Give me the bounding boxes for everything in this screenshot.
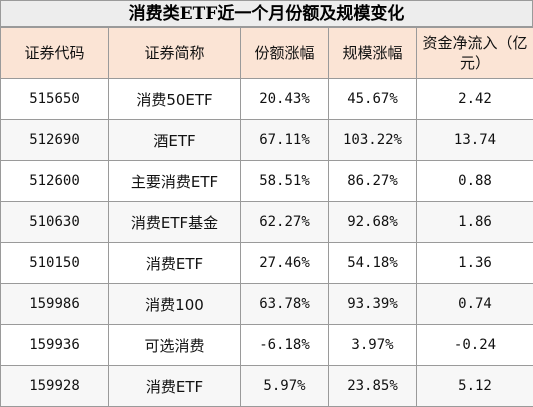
header-share-change: 份额涨幅 bbox=[241, 28, 329, 79]
cell-name: 可选消费 bbox=[109, 325, 241, 366]
cell-code: 510630 bbox=[1, 202, 109, 243]
cell-share-change: 67.11% bbox=[241, 120, 329, 161]
cell-scale-change: 23.85% bbox=[329, 366, 417, 407]
cell-net-inflow: 13.74 bbox=[417, 120, 533, 161]
cell-name: 酒ETF bbox=[109, 120, 241, 161]
cell-net-inflow: 2.42 bbox=[417, 79, 533, 120]
cell-share-change: 58.51% bbox=[241, 161, 329, 202]
cell-net-inflow: 0.74 bbox=[417, 284, 533, 325]
cell-name: 消费50ETF bbox=[109, 79, 241, 120]
cell-code: 510150 bbox=[1, 243, 109, 284]
cell-net-inflow: 1.86 bbox=[417, 202, 533, 243]
cell-share-change: 5.97% bbox=[241, 366, 329, 407]
header-net-inflow: 资金净流入（亿元） bbox=[417, 28, 533, 79]
cell-net-inflow: 1.36 bbox=[417, 243, 533, 284]
cell-scale-change: 92.68% bbox=[329, 202, 417, 243]
cell-code: 512600 bbox=[1, 161, 109, 202]
header-row: 证券代码 证券简称 份额涨幅 规模涨幅 资金净流入（亿元） bbox=[1, 28, 533, 79]
cell-net-inflow: 5.12 bbox=[417, 366, 533, 407]
cell-code: 512690 bbox=[1, 120, 109, 161]
cell-share-change: 62.27% bbox=[241, 202, 329, 243]
cell-share-change: 20.43% bbox=[241, 79, 329, 120]
cell-name: 主要消费ETF bbox=[109, 161, 241, 202]
cell-name: 消费ETF基金 bbox=[109, 202, 241, 243]
cell-scale-change: 86.27% bbox=[329, 161, 417, 202]
header-name: 证券简称 bbox=[109, 28, 241, 79]
header-scale-change: 规模涨幅 bbox=[329, 28, 417, 79]
cell-scale-change: 93.39% bbox=[329, 284, 417, 325]
table-title: 消费类ETF近一个月份额及规模变化 bbox=[0, 0, 533, 27]
cell-code: 159986 bbox=[1, 284, 109, 325]
cell-name: 消费100 bbox=[109, 284, 241, 325]
cell-net-inflow: -0.24 bbox=[417, 325, 533, 366]
cell-name: 消费ETF bbox=[109, 366, 241, 407]
cell-share-change: 27.46% bbox=[241, 243, 329, 284]
cell-share-change: -6.18% bbox=[241, 325, 329, 366]
cell-scale-change: 45.67% bbox=[329, 79, 417, 120]
cell-code: 159928 bbox=[1, 366, 109, 407]
cell-code: 159936 bbox=[1, 325, 109, 366]
cell-code: 515650 bbox=[1, 79, 109, 120]
cell-net-inflow: 0.88 bbox=[417, 161, 533, 202]
cell-scale-change: 54.18% bbox=[329, 243, 417, 284]
cell-scale-change: 103.22% bbox=[329, 120, 417, 161]
header-code: 证券代码 bbox=[1, 28, 109, 79]
cell-scale-change: 3.97% bbox=[329, 325, 417, 366]
cell-name: 消费ETF bbox=[109, 243, 241, 284]
cell-share-change: 63.78% bbox=[241, 284, 329, 325]
